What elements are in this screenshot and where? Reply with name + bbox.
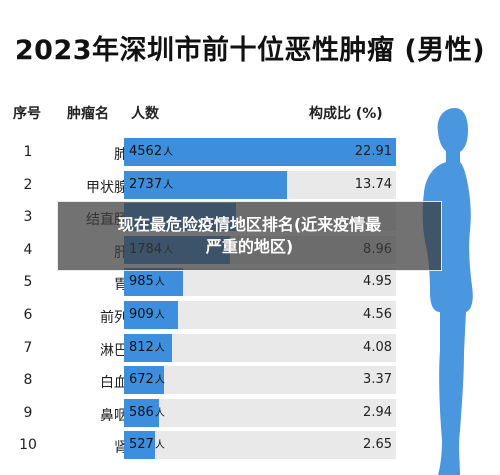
overlay-banner: 现在最危险疫情地区排名(近来疫情最 严重的地区) [57,201,442,271]
count-value: 909 [129,307,154,322]
rank-label: 4 [23,242,33,258]
bar [124,138,396,166]
rank-label: 6 [23,307,33,323]
bar [124,431,155,459]
rank-label: 1 [23,144,33,160]
rank-label: 2 [23,177,33,193]
bar-track [124,399,396,427]
ratio-label: 4.56 [363,307,392,322]
count-unit: 人 [154,277,165,288]
human-silhouette-icon [422,108,473,475]
bar [124,334,172,362]
count-label: 985人 [129,268,165,296]
count-unit: 人 [154,343,165,354]
header-count: 人数 [131,106,159,122]
ratio-label: 4.08 [363,340,392,355]
count-label: 672人 [129,366,165,394]
ratio-label: 3.37 [363,372,392,387]
bar [124,301,178,329]
count-label: 2737人 [129,171,173,199]
bar-track [124,366,396,394]
count-value: 586 [129,405,154,420]
count-value: 2737 [129,177,163,192]
count-unit: 人 [154,375,165,386]
count-value: 4562 [129,144,163,159]
rank-label: 10 [19,437,37,453]
count-value: 527 [129,437,154,452]
overlay-banner-line2: 严重的地区) [205,237,294,256]
rank-label: 9 [23,405,33,421]
header-ratio: 构成比 (%) [309,106,383,122]
bar [124,366,164,394]
count-value: 812 [129,340,154,355]
count-label: 586人 [129,399,165,427]
count-unit: 人 [163,147,174,158]
rank-label: 7 [23,340,33,356]
count-label: 527人 [129,431,165,459]
count-label: 909人 [129,301,165,329]
header-cancer: 肿瘤名 [67,106,109,122]
rank-label: 8 [23,372,33,388]
count-unit: 人 [163,180,174,191]
count-unit: 人 [154,310,165,321]
bar [124,171,287,199]
ratio-label: 2.94 [363,405,392,420]
count-label: 812人 [129,334,165,362]
count-value: 672 [129,372,154,387]
bar-track [124,431,396,459]
ratio-label: 13.74 [354,177,392,192]
count-value: 985 [129,274,154,289]
ratio-label: 2.65 [363,437,392,452]
count-unit: 人 [154,440,165,451]
ratio-label: 22.91 [354,144,392,159]
bar [124,399,159,427]
overlay-banner-line1: 现在最危险疫情地区排名(近来疫情最 [117,215,382,234]
ratio-label: 4.95 [363,274,392,289]
count-unit: 人 [154,408,165,419]
header-rank: 序号 [13,106,41,122]
page-title: 2023年深圳市前十位恶性肿瘤 (男性) [14,35,486,66]
count-label: 4562人 [129,138,173,166]
rank-label: 5 [23,274,33,290]
rank-label: 3 [23,209,33,225]
bar [124,268,183,296]
